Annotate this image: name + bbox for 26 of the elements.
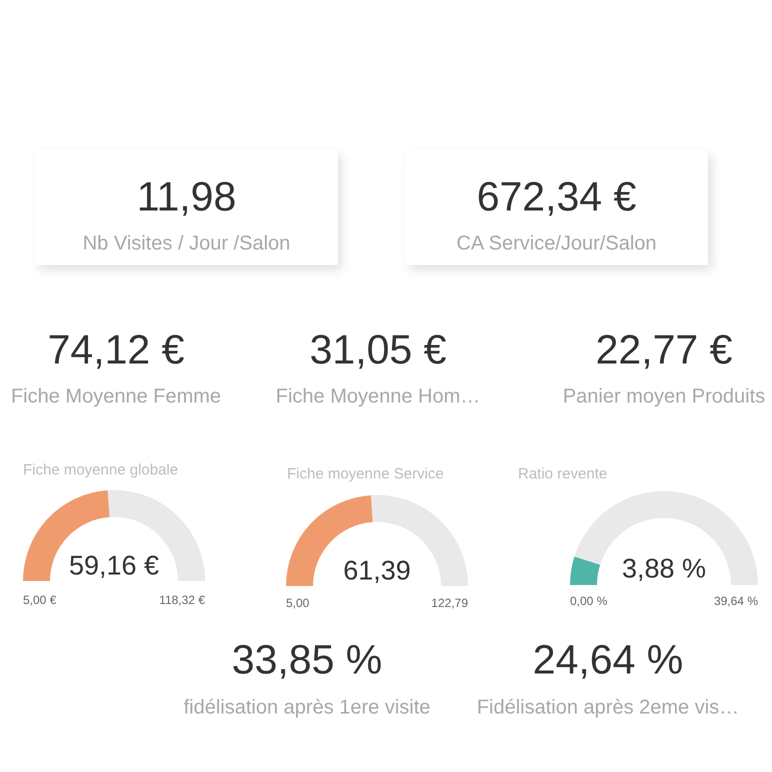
text: 118,32 € [159, 593, 205, 608]
chart-title: Ratio revente [518, 465, 608, 483]
text: Fidélisation après 2eme vis… [476, 696, 740, 720]
chart-title: Fiche moyenne Service [287, 465, 444, 483]
text: 5,00 [286, 596, 310, 611]
text: 5,00 € [23, 593, 56, 608]
text: 122,79 [431, 596, 468, 611]
text: 31,05 € [310, 326, 446, 373]
text: 61,39 [343, 555, 411, 587]
text: 59,16 € [68, 550, 160, 582]
text: 33,85 % [232, 636, 382, 683]
text: 74,12 € [48, 326, 184, 373]
text: 39,64 % [714, 594, 758, 609]
text: 24,64 % [532, 636, 684, 683]
chart-title: Fiche moyenne globale [23, 461, 178, 479]
text: Nb Visites / Jour /Salon [82, 232, 290, 256]
text: 22,77 € [596, 326, 732, 373]
text: Panier moyen Produits [562, 386, 766, 408]
text: CA Service/Jour/Salon [456, 232, 657, 256]
text: 672,34 € [476, 173, 636, 220]
text: fidélisation après 1ere visite [184, 696, 430, 720]
text: 11,98 [136, 173, 236, 220]
text: Fiche Moyenne Hom… [276, 386, 480, 408]
text: Fiche Moyenne Femme [10, 386, 222, 408]
text: 3,88 % [622, 553, 706, 585]
text: 0,00 % [570, 594, 608, 609]
